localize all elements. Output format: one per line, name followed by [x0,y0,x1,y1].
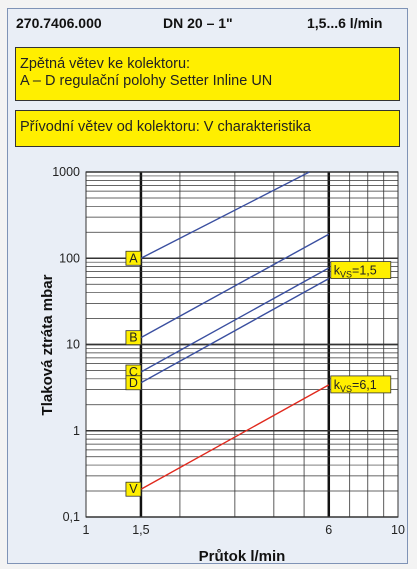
series-line-a [140,171,310,259]
series-marker-d [125,375,142,391]
series-label-c: C [129,365,138,379]
series-label-b: B [129,331,137,345]
supply-branch-note: Přívodní větev od kolektoru: V charakter… [15,110,400,147]
kvs-annotation-box [330,375,392,394]
supply-branch-text: Přívodní větev od kolektoru: V charakter… [20,119,311,135]
series-line-c [140,267,330,373]
y-axis-title: Tlaková ztráta mbar [39,274,56,415]
series-marker-b [125,330,142,346]
series-markers: A B CD V [125,250,142,497]
series-label-a: A [129,251,138,265]
y-tick-label: 0,1 [63,510,80,524]
flow-range: 1,5...6 l/min [307,15,383,31]
series-line-v [140,384,330,490]
x-tick-label: 1,5 [132,523,149,537]
x-tick-labels: 1 1,5 6 10 [83,523,405,537]
kvs-annotation-text: kVS=1,5 [334,264,377,280]
kvs-annotation-text: kVS=6,1 [334,378,377,394]
kvs-annotations: kVS=1,5 kVS=6,1 [330,261,392,394]
series-label-v: V [129,482,138,496]
y-tick-label: 1000 [52,165,80,179]
series-lines [140,171,330,490]
series-line-d [140,278,330,384]
series-marker-v [125,481,142,497]
series-marker-a [125,250,142,266]
nominal-size: DN 20 – 1" [163,15,233,31]
y-tick-label: 100 [59,251,80,265]
y-tick-labels: 0,1 1 10 100 1000 [52,165,80,524]
x-tick-label: 6 [325,523,332,537]
return-branch-positions: A – D regulační polohy Setter Inline UN [20,73,273,89]
kvs-annotation-box [330,261,392,279]
x-axis-title: Průtok l/min [199,548,286,565]
return-branch-note: Zpětná větev ke kolektoru: A – D regulač… [15,47,400,101]
series-label-d: D [129,376,138,390]
x-tick-label: 1 [83,523,90,537]
y-tick-label: 10 [66,338,80,352]
y-tick-label: 1 [73,424,80,438]
product-code: 270.7406.000 [16,15,102,31]
series-line-b [140,233,330,339]
return-branch-title: Zpětná větev ke kolektoru: [20,56,191,72]
x-tick-label: 10 [391,523,405,537]
